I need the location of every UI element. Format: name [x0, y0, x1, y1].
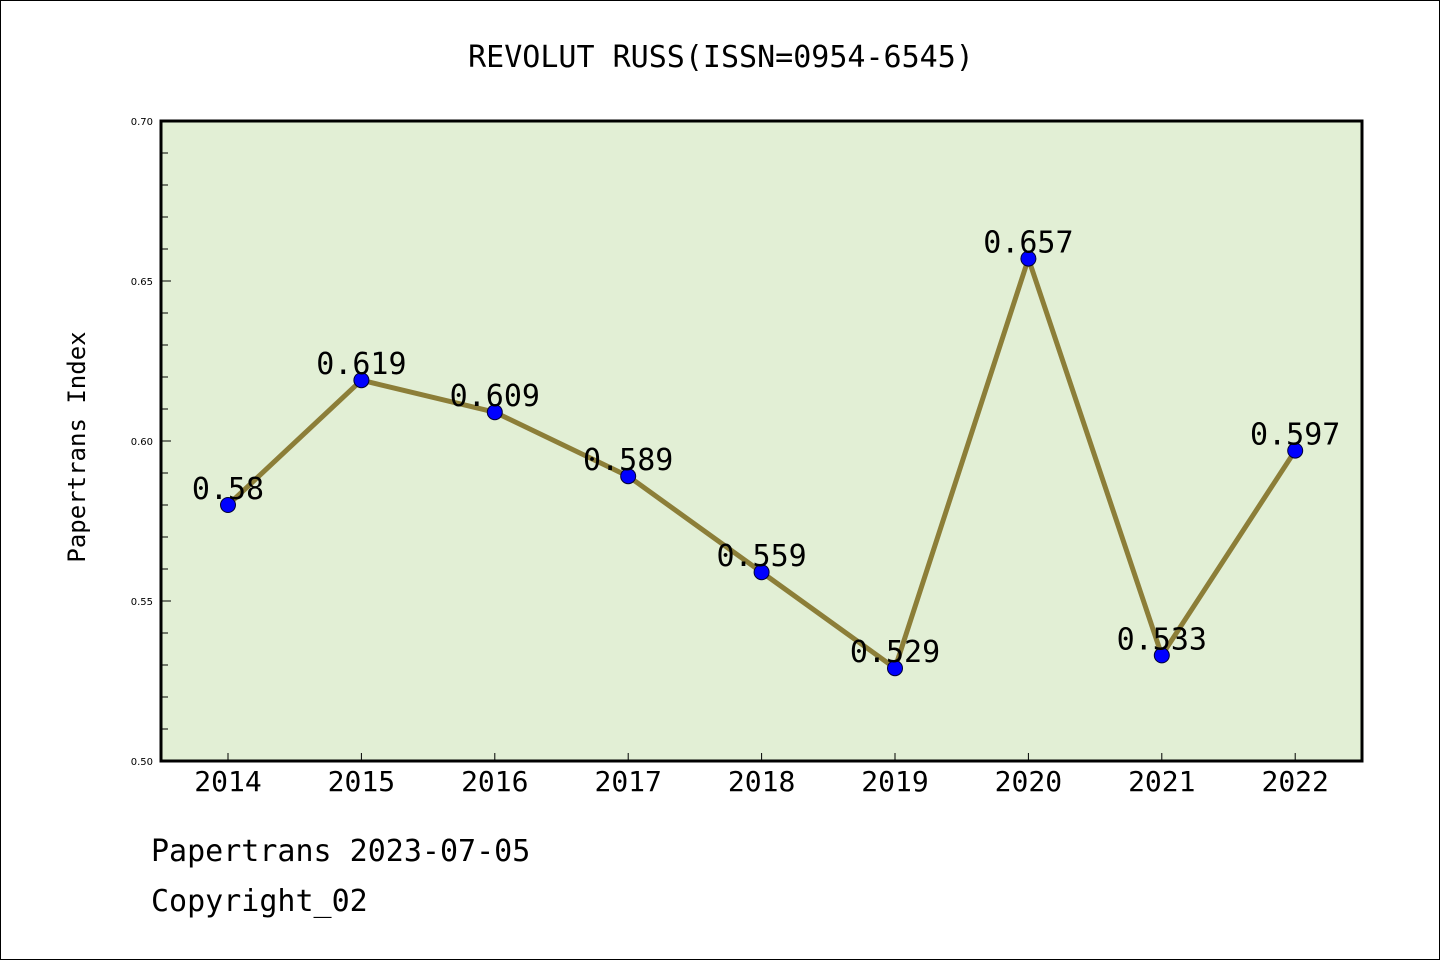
y-tick-label: 0.70: [131, 117, 153, 128]
data-points: [220, 250, 1304, 677]
data-label: 0.609: [450, 379, 540, 414]
data-point: [620, 468, 637, 485]
data-point: [220, 497, 236, 513]
data-label: 0.529: [850, 635, 940, 670]
data-label: 0.589: [583, 443, 673, 478]
y-tick-label: 0.65: [131, 277, 153, 288]
x-tick-label: 2017: [594, 765, 661, 798]
data-label: 0.559: [716, 539, 806, 574]
x-tick-label: 2020: [995, 765, 1062, 798]
data-point: [1153, 647, 1170, 664]
plot-area: [159, 119, 1364, 763]
x-tick-label: 2021: [1128, 765, 1195, 798]
x-tick-label: 2015: [328, 765, 395, 798]
data-point: [753, 564, 770, 581]
x-tick-label: 2022: [1261, 765, 1328, 798]
data-labels: 0.58 0.619 0.609 0.589 0.559 0.529 0.657 0.533 0…: [192, 226, 1340, 671]
y-axis: 0.50 0.55 0.60 0.65 0.70: [131, 117, 171, 768]
x-tick-label: 2014: [194, 765, 261, 798]
data-point: [1287, 442, 1304, 459]
data-label: 0.533: [1117, 622, 1207, 657]
x-axis: 2014 2015 2016 2017 2018 2019 2020 2021 2022: [194, 753, 1329, 798]
data-label: 0.619: [316, 347, 406, 382]
data-label: 0.597: [1250, 418, 1340, 453]
y-tick-label: 0.55: [131, 597, 153, 608]
data-point: [486, 404, 503, 421]
y-axis-label: Papertrans Index: [63, 331, 91, 562]
footer-date-line: Papertrans 2023-07-05: [151, 834, 531, 869]
data-point: [887, 660, 903, 677]
footer-copyright-line: Copyright_02: [151, 884, 368, 919]
x-tick-label: 2016: [461, 765, 528, 798]
y-tick-label: 0.50: [131, 757, 153, 768]
data-label: 0.58: [192, 472, 264, 507]
data-point: [1020, 250, 1037, 267]
x-tick-label: 2018: [728, 765, 795, 798]
x-tick-label: 2019: [861, 765, 928, 798]
y-tick-label: 0.60: [131, 437, 153, 448]
data-point: [353, 372, 370, 389]
chart-title: REVOLUT RUSS(ISSN=0954-6545): [468, 40, 974, 75]
data-label: 0.657: [983, 226, 1073, 261]
